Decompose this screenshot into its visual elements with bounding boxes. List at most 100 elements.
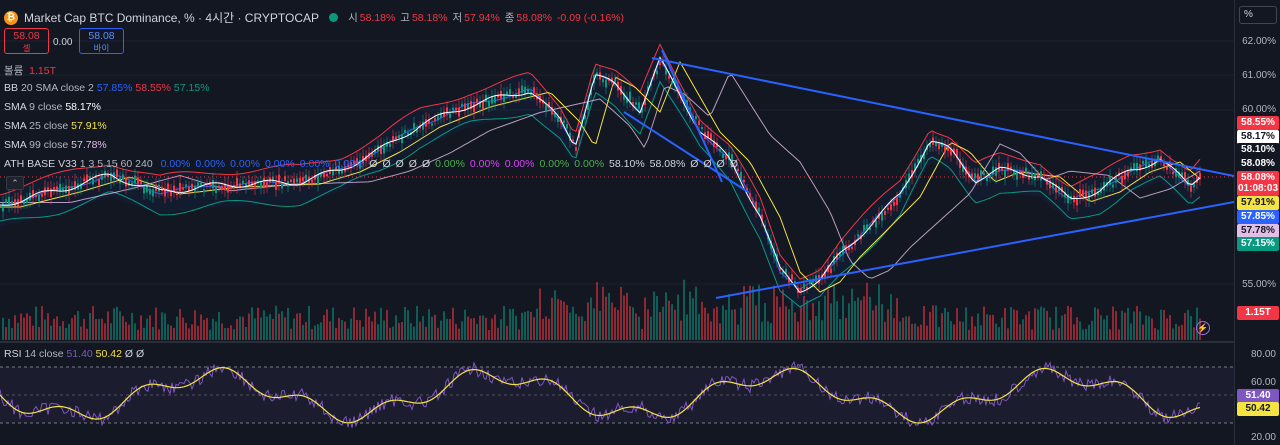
- symbol-header: ₿ Market Cap BTC Dominance, % · 4시간 · CR…: [4, 9, 626, 26]
- ath-value: 0.00%: [160, 158, 191, 170]
- ath-value: 0.00%: [299, 158, 330, 170]
- volume-bar: [1034, 308, 1036, 340]
- volume-bar: [242, 316, 244, 340]
- candle-body: [737, 168, 739, 172]
- volume-bar: [1142, 324, 1144, 340]
- candle-body: [455, 107, 457, 111]
- volume-bar: [1019, 324, 1021, 340]
- chevron-up-icon: ⌃: [11, 178, 19, 188]
- candle-body: [1109, 176, 1111, 185]
- buy-button[interactable]: 58.08 바이: [79, 28, 124, 54]
- legend-rsi[interactable]: RSI 14 close 51.40 50.42 Ø Ø: [4, 348, 144, 360]
- market-status-icon[interactable]: [329, 13, 339, 22]
- volume-bar: [296, 313, 298, 340]
- legend-sma99[interactable]: SMA 99 close 57.78%: [4, 139, 107, 151]
- volume-bar: [788, 309, 790, 340]
- volume-bar: [1127, 307, 1129, 340]
- sma25-line: [0, 60, 1201, 293]
- volume-bar: [407, 310, 409, 340]
- lightning-icon[interactable]: ⚡: [1196, 321, 1210, 335]
- volume-bar: [1025, 314, 1027, 340]
- volume-bar: [56, 316, 58, 340]
- volume-bar: [758, 284, 760, 340]
- candle-body: [167, 183, 169, 192]
- candle-body: [305, 174, 307, 181]
- candle-body: [170, 189, 172, 197]
- volume-bar: [1007, 328, 1009, 340]
- volume-bar: [1157, 329, 1159, 340]
- volume-bar: [1013, 309, 1015, 340]
- sma99-params: 99 close: [29, 139, 69, 151]
- candle-body: [461, 103, 463, 107]
- volume-bar: [1058, 328, 1060, 340]
- bb-name: BB: [4, 82, 19, 94]
- candle-body: [638, 102, 640, 109]
- volume-bar: [515, 315, 517, 340]
- volume-bar: [1085, 328, 1087, 340]
- volume-bar: [614, 307, 616, 340]
- sell-button[interactable]: 58.08 셀: [4, 28, 49, 54]
- candle-body: [1046, 179, 1048, 185]
- sma99-name: SMA: [4, 139, 27, 151]
- volume-bar: [281, 311, 283, 340]
- ath-values: 0.00% 0.00% 0.00% 0.00% 0.00% 0.00% Ø Ø Ø Ø Ø 0.00%…: [156, 158, 738, 170]
- legend-ath[interactable]: ATH BASE V33 1 3 5 15 60 240 0.00% 0.00% 0…: [4, 158, 738, 170]
- volume-bar: [617, 309, 619, 340]
- price-pane[interactable]: [0, 0, 1234, 340]
- symbol-title[interactable]: Market Cap BTC Dominance, % · 4시간 · CRYP…: [24, 11, 320, 25]
- candle-body: [605, 79, 607, 88]
- volume-bar: [1049, 317, 1051, 340]
- rsi-label: 50.42: [1237, 402, 1279, 416]
- volume-bar: [680, 320, 682, 340]
- legend-sma9[interactable]: SMA 9 close 58.17%: [4, 101, 101, 113]
- volume-bar: [728, 294, 730, 340]
- volume-bar: [962, 321, 964, 340]
- candle-body: [992, 166, 994, 175]
- volume-value: 1.15T: [29, 65, 57, 77]
- volume-bar: [992, 314, 994, 340]
- volume-bar: [11, 328, 13, 340]
- candle-body: [1103, 181, 1105, 191]
- volume-bar: [638, 316, 640, 340]
- candle-body: [923, 152, 925, 160]
- volume-bar: [413, 326, 415, 340]
- volume-bar: [1097, 308, 1099, 340]
- volume-bar: [809, 320, 811, 340]
- candle-body: [311, 179, 313, 183]
- volume-bar: [620, 286, 622, 340]
- volume-bar: [704, 307, 706, 340]
- ath-value: Ø: [421, 158, 431, 170]
- candle-body: [629, 91, 631, 101]
- chart-area[interactable]: [0, 0, 1234, 445]
- volume-bar: [212, 318, 214, 340]
- volume-bar: [323, 315, 325, 340]
- volume-bar: [1193, 327, 1195, 340]
- rsi-pane[interactable]: [0, 343, 1234, 445]
- legend-volume[interactable]: 볼륨 1.15T: [4, 63, 56, 78]
- collapse-legend-button[interactable]: ⌃: [6, 176, 24, 190]
- volume-bar: [860, 300, 862, 340]
- volume-bar: [470, 318, 472, 340]
- legend-sma25[interactable]: SMA 25 close 57.91%: [4, 120, 107, 132]
- candle-body: [1124, 172, 1126, 180]
- legend-bb[interactable]: BB 20 SMA close 2 57.85% 58.55% 57.15%: [4, 82, 210, 94]
- scale-unit-button[interactable]: %: [1239, 6, 1277, 24]
- volume-bar: [926, 325, 928, 340]
- candle-body: [215, 185, 217, 194]
- candle-body: [242, 180, 244, 184]
- candle-body: [761, 214, 763, 221]
- sma9-params: 9 close: [29, 101, 63, 113]
- candle-body: [659, 62, 661, 66]
- price-scale[interactable]: % 62.00% 61.00% 60.00% 55.00% 58.55% 58.1…: [1234, 0, 1280, 445]
- volume-bar: [827, 289, 829, 340]
- price-tick: 61.00%: [1242, 70, 1276, 81]
- ohlc-close-label: 종: [504, 12, 515, 24]
- volume-bar: [101, 318, 103, 340]
- volume-bar: [1172, 328, 1174, 340]
- candle-body: [203, 189, 205, 193]
- volume-bar: [14, 315, 16, 340]
- volume-bar: [233, 329, 235, 340]
- volume-bar: [479, 315, 481, 340]
- volume-bar: [206, 318, 208, 340]
- pane-separator[interactable]: [0, 341, 1280, 343]
